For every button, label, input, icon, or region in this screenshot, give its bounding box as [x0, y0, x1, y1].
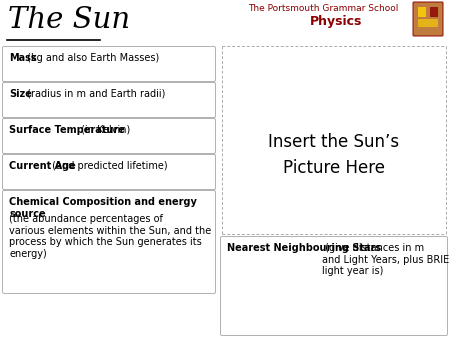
Text: Current Age: Current Age	[9, 161, 76, 171]
Text: Size: Size	[9, 89, 32, 99]
Text: The Portsmouth Grammar School: The Portsmouth Grammar School	[248, 4, 398, 13]
Bar	[418, 19, 438, 27]
FancyBboxPatch shape	[3, 191, 216, 293]
Bar	[418, 7, 426, 17]
Text: Nearest Neighbouring Stars: Nearest Neighbouring Stars	[227, 243, 381, 253]
Text: (in Kelvin): (in Kelvin)	[78, 125, 130, 135]
Text: (and predicted lifetime): (and predicted lifetime)	[49, 161, 168, 171]
Text: Chemical Composition and energy
source: Chemical Composition and energy source	[9, 197, 197, 219]
Text: Mass: Mass	[9, 53, 36, 63]
Text: Physics: Physics	[310, 15, 362, 28]
Bar	[430, 7, 438, 17]
FancyBboxPatch shape	[3, 119, 216, 153]
Text: The Sun: The Sun	[8, 6, 130, 34]
FancyBboxPatch shape	[3, 82, 216, 118]
Text: (the abundance percentages of
various elements within the Sun, and the
process b: (the abundance percentages of various el…	[9, 214, 211, 259]
Text: (radius in m and Earth radii): (radius in m and Earth radii)	[23, 89, 165, 99]
FancyBboxPatch shape	[413, 2, 443, 36]
FancyBboxPatch shape	[3, 47, 216, 81]
Text: Surface Temperature: Surface Temperature	[9, 125, 125, 135]
Text: Insert the Sun’s
Picture Here: Insert the Sun’s Picture Here	[269, 133, 400, 177]
FancyBboxPatch shape	[220, 237, 447, 336]
FancyBboxPatch shape	[3, 154, 216, 190]
Text: (give distances in m
and Light Years, plus BRIEFLY explain what a
light year is): (give distances in m and Light Years, pl…	[322, 243, 450, 276]
Text: (kg and also Earth Masses): (kg and also Earth Masses)	[23, 53, 159, 63]
